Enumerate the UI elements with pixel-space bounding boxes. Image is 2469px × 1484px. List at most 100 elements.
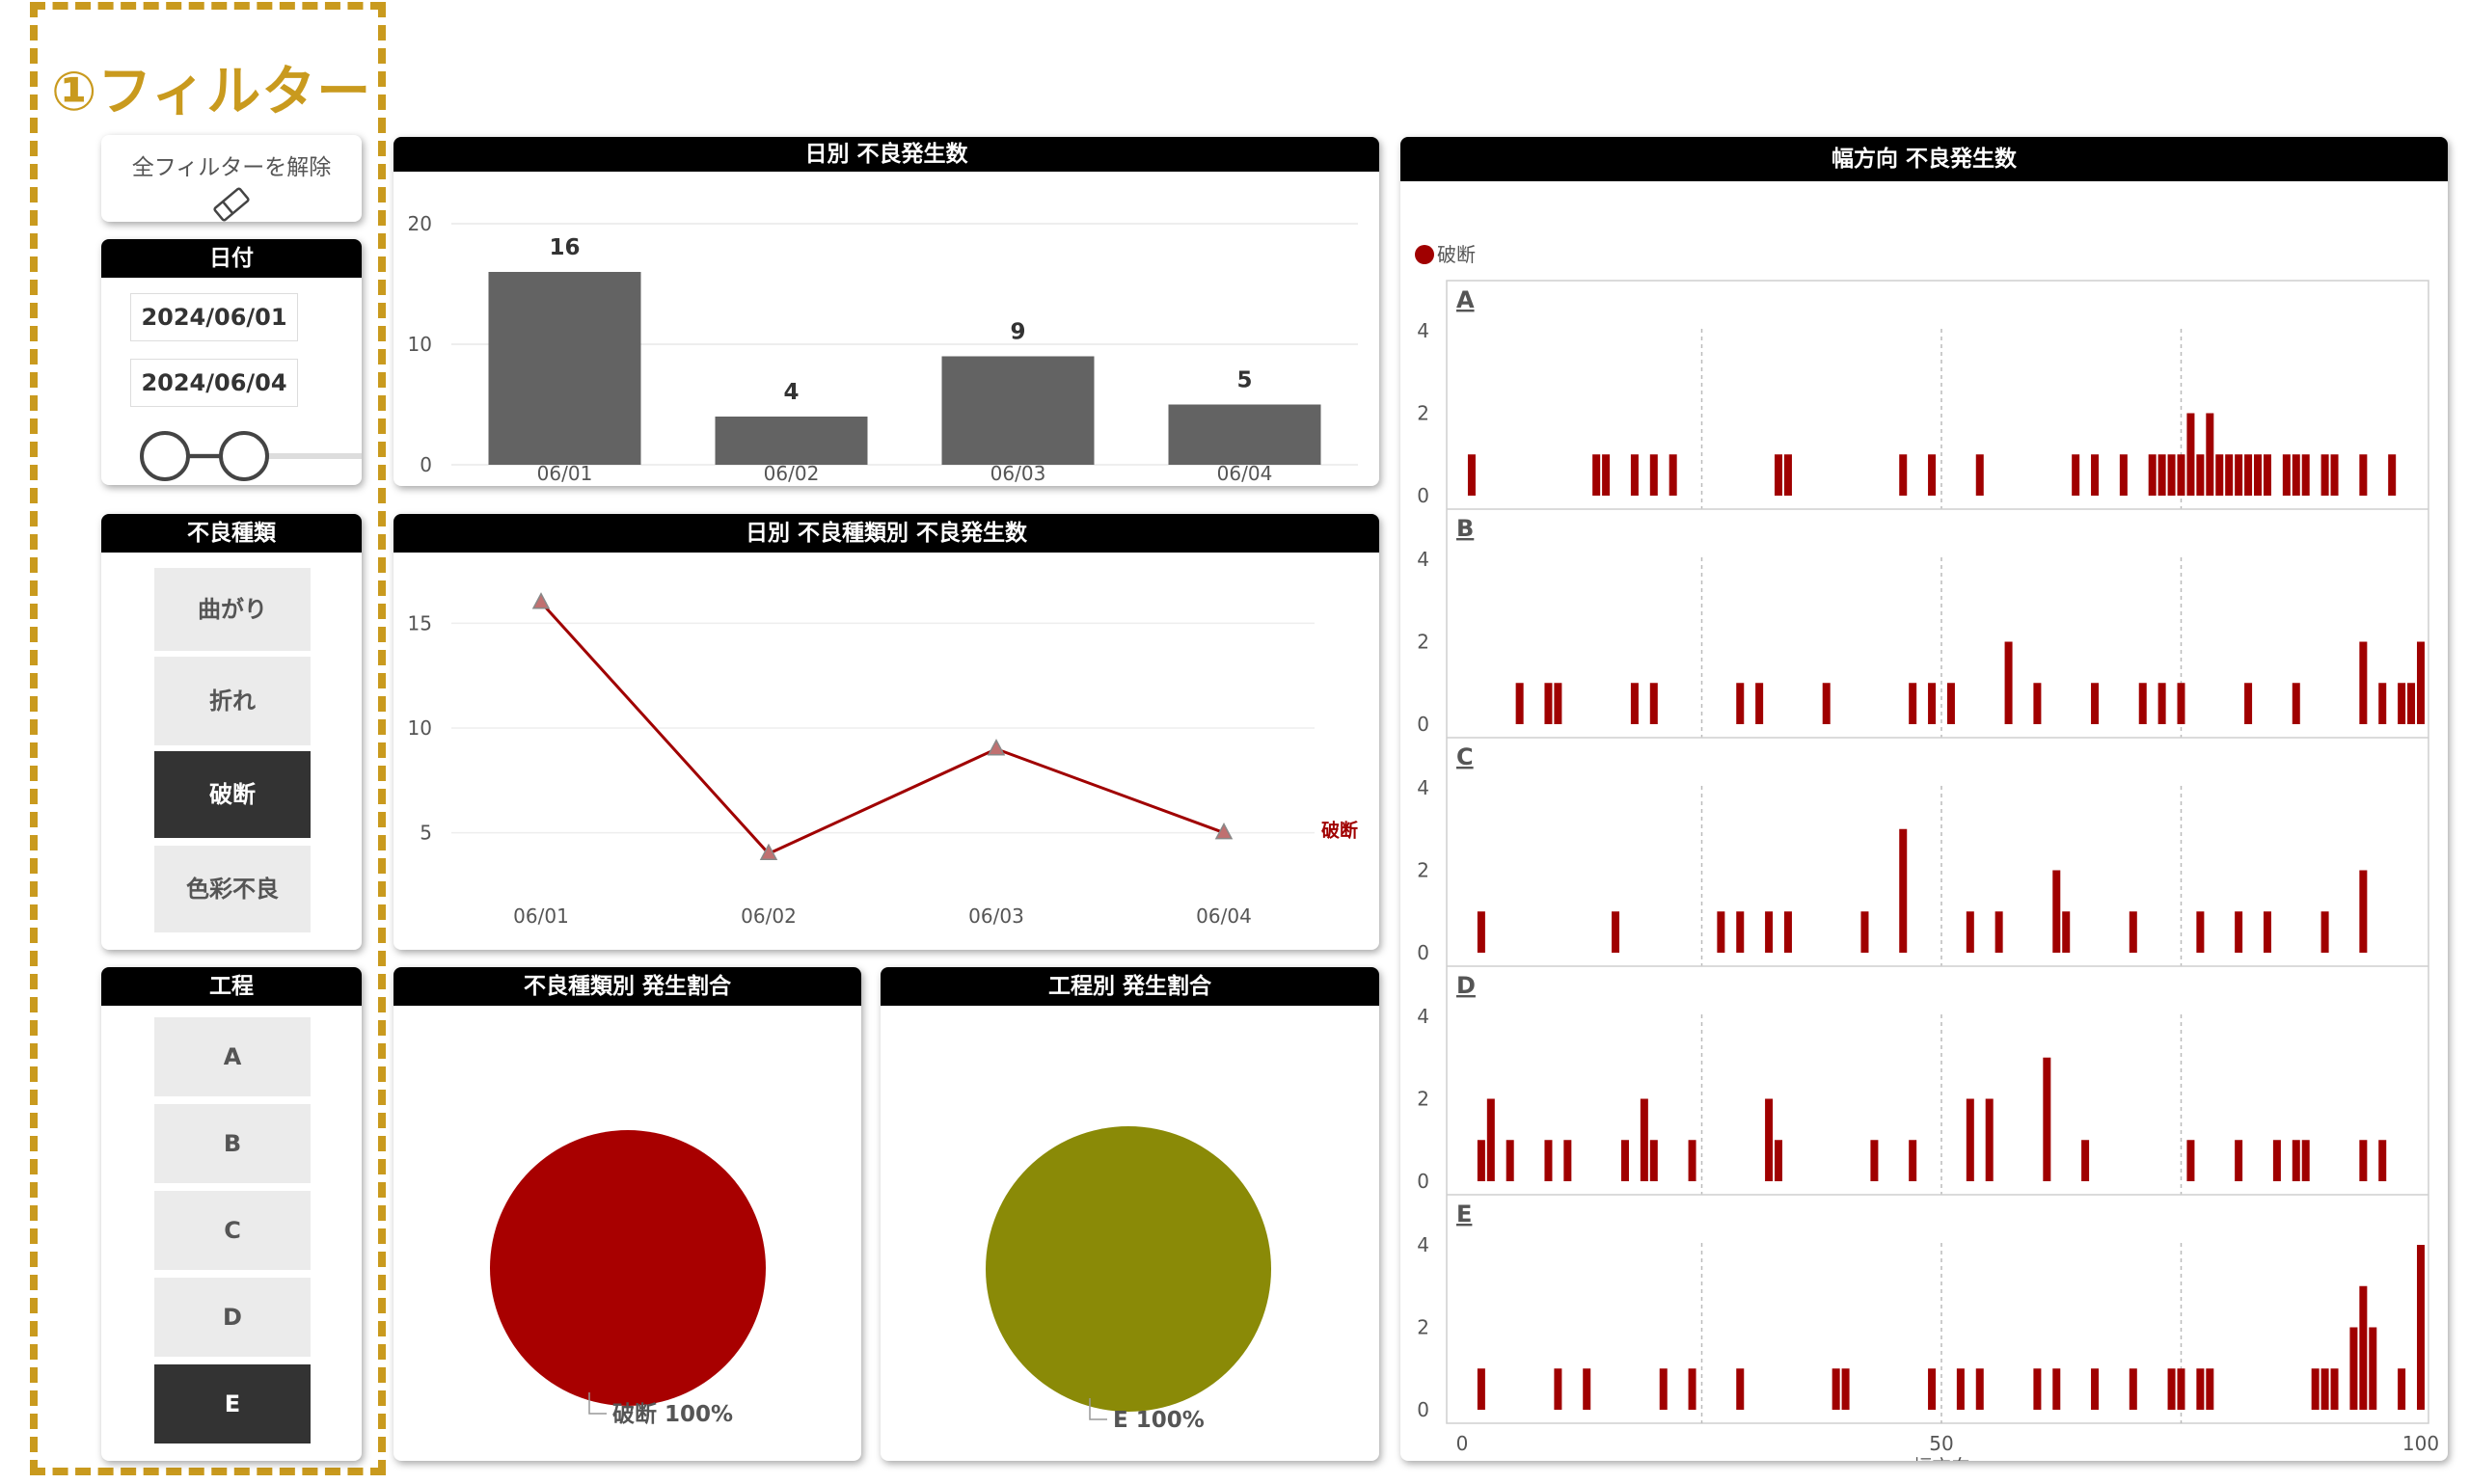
bar[interactable] [1515,683,1524,724]
bar[interactable] [2157,683,2166,724]
process-option-b[interactable]: B [154,1104,311,1183]
pie-slice[interactable] [986,1126,1271,1412]
data-point-marker[interactable] [759,843,778,861]
bar[interactable] [1583,1368,1591,1410]
bar[interactable] [1477,1368,1485,1410]
bar[interactable] [1736,1368,1745,1410]
bar[interactable] [2062,911,2071,953]
bar[interactable] [1736,911,1745,953]
bar[interactable] [1928,454,1937,496]
bar[interactable] [2359,641,2368,725]
bar[interactable] [1909,683,1917,724]
bar[interactable] [2244,454,2253,496]
date-start-input[interactable]: 2024/06/01 [130,293,298,341]
bar[interactable] [2196,1368,2205,1410]
bar[interactable] [2177,454,2185,496]
bar[interactable] [2378,1140,2387,1181]
bar[interactable] [1775,454,1783,496]
bar[interactable] [2320,1368,2329,1410]
pie-slice[interactable] [490,1130,766,1406]
bar[interactable] [1554,1368,1562,1410]
bar[interactable] [1649,454,1658,496]
bar[interactable] [1620,1140,1629,1181]
bar[interactable] [2330,454,2339,496]
bar[interactable] [1544,683,1553,724]
slider-end-handle[interactable] [219,431,269,481]
process-option-a[interactable]: A [154,1017,311,1096]
bar[interactable] [2215,454,2224,496]
bar[interactable] [1783,454,1792,496]
bar[interactable] [2004,641,2013,725]
bar[interactable] [2369,1327,2377,1411]
bar[interactable] [2417,641,2425,725]
bar[interactable] [1765,911,1774,953]
bar[interactable] [2244,683,2253,724]
bar[interactable] [1928,1368,1937,1410]
bar[interactable] [1765,1098,1774,1182]
bar[interactable] [1506,1140,1514,1181]
bar[interactable] [2206,413,2214,497]
bar[interactable] [2378,683,2387,724]
date-end-input[interactable]: 2024/06/04 [130,359,298,407]
bar[interactable] [488,272,641,465]
bar[interactable] [1985,1098,1994,1182]
bar[interactable] [1669,454,1677,496]
data-point-marker[interactable] [1214,822,1234,840]
bar[interactable] [2072,454,2080,496]
data-point-marker[interactable] [531,592,551,609]
bar[interactable] [2254,454,2263,496]
bar[interactable] [1755,683,1764,724]
bar[interactable] [1486,1098,1495,1182]
bar[interactable] [2148,454,2157,496]
bar[interactable] [1640,1098,1648,1182]
bar[interactable] [2388,454,2397,496]
bar[interactable] [2206,1368,2214,1410]
bar[interactable] [1649,683,1658,724]
bar[interactable] [2311,1368,2320,1410]
bar[interactable] [1946,683,1955,724]
bar[interactable] [1563,1140,1572,1181]
bar[interactable] [1860,911,1869,953]
bar[interactable] [1612,911,1620,953]
process-option-e[interactable]: E [154,1364,311,1444]
bar[interactable] [2301,454,2310,496]
bar[interactable] [2330,1368,2339,1410]
bar[interactable] [2186,1140,2195,1181]
bar[interactable] [2320,911,2329,953]
bar[interactable] [1975,1368,1984,1410]
bar[interactable] [1630,454,1639,496]
bar[interactable] [1831,1368,1840,1410]
bar[interactable] [2196,911,2205,953]
bar[interactable] [2235,454,2243,496]
bar[interactable] [2292,1140,2300,1181]
bar[interactable] [1630,683,1639,724]
bar[interactable] [2091,683,2100,724]
bar[interactable] [2081,1140,2090,1181]
bar[interactable] [2129,1368,2137,1410]
bar[interactable] [941,356,1095,466]
bar[interactable] [2138,683,2147,724]
bar[interactable] [2320,454,2329,496]
bar[interactable] [2301,1140,2310,1181]
defect-option-break[interactable]: 破断 [154,751,311,838]
bar[interactable] [2043,1057,2051,1181]
bar[interactable] [2052,870,2061,954]
data-point-marker[interactable] [987,739,1006,756]
bar[interactable] [2167,454,2176,496]
defect-option-bend[interactable]: 曲がり [154,568,311,651]
bar[interactable] [1899,454,1908,496]
bar[interactable] [2292,683,2300,724]
bar[interactable] [1909,1140,1917,1181]
bar[interactable] [715,417,868,465]
slider-start-handle[interactable] [140,431,190,481]
bar[interactable] [1975,454,1984,496]
bar[interactable] [2398,683,2406,724]
bar[interactable] [1966,911,1974,953]
bar[interactable] [2263,911,2271,953]
bar[interactable] [2196,454,2205,496]
bar[interactable] [1870,1140,1879,1181]
bar[interactable] [1649,1140,1658,1181]
bar[interactable] [2349,1327,2358,1411]
bar[interactable] [1717,911,1725,953]
bar[interactable] [1822,683,1831,724]
